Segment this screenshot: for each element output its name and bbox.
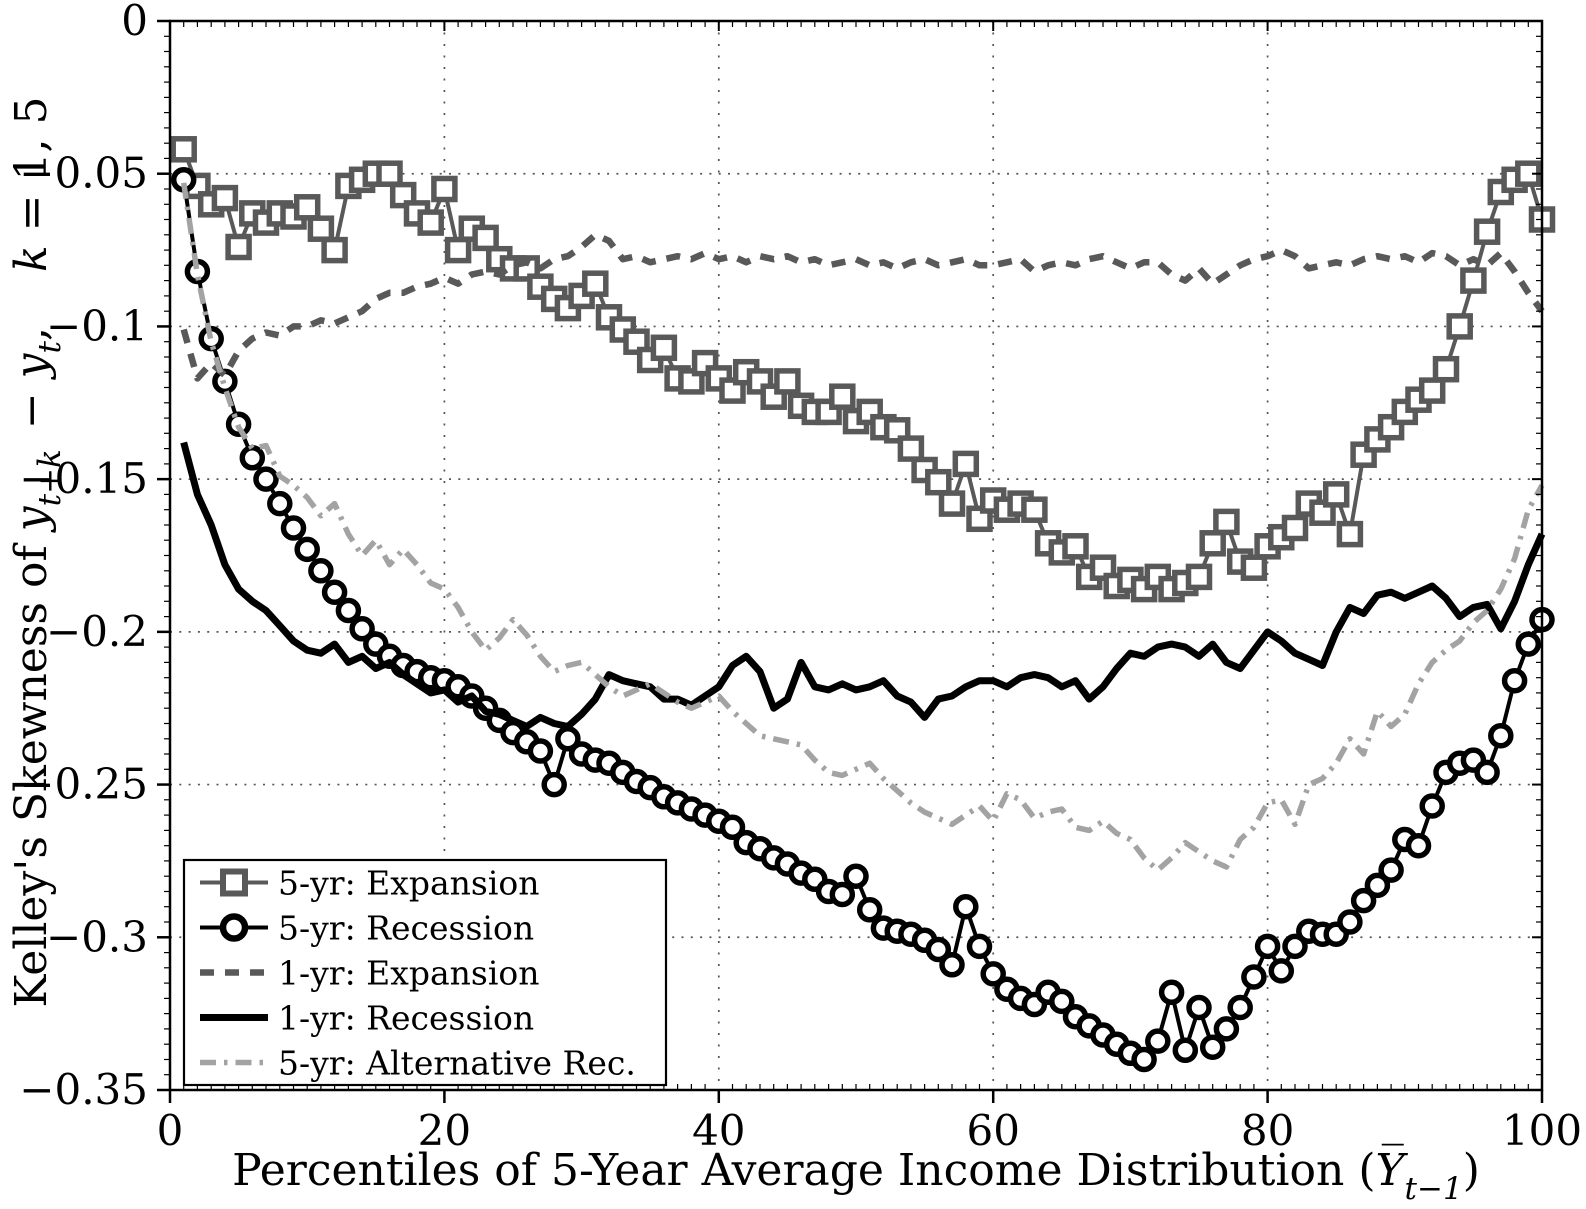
xtick-label-0: 0 bbox=[157, 1106, 184, 1155]
legend-label-1-yr-expansion: 1-yr: Expansion bbox=[278, 954, 540, 993]
ytick-label--0.1: −0.1 bbox=[46, 301, 148, 350]
ytick-label--0.25: −0.25 bbox=[19, 760, 148, 809]
ytick-label-0: 0 bbox=[121, 0, 148, 45]
xtick-label-100: 100 bbox=[1502, 1106, 1582, 1155]
legend: 5-yr: Expansion 5-yr: Recession 1-yr: Expa… bbox=[182, 858, 668, 1087]
ytick-label--0.2: −0.2 bbox=[46, 607, 148, 656]
ytick-label--0.15: −0.15 bbox=[19, 454, 148, 503]
legend-box bbox=[182, 858, 668, 1087]
series-1-yr-recession-line bbox=[180, 441, 1546, 730]
legend-marker-square bbox=[220, 868, 248, 897]
legend-marker-circle bbox=[219, 913, 249, 942]
xtick-label-40: 40 bbox=[692, 1106, 745, 1155]
series-1-yr-expansion-line bbox=[180, 231, 1545, 382]
ytick-label--0.05: −0.05 bbox=[19, 149, 148, 198]
legend-label-5-yr-recession: 5-yr: Recession bbox=[278, 909, 534, 948]
x-axis-label: Percentiles of 5-Year Average Income Dis… bbox=[232, 1143, 1480, 1207]
legend-label-1-yr-recession: 1-yr: Recession bbox=[278, 999, 534, 1038]
ytick-label--0.3: −0.3 bbox=[46, 912, 148, 961]
xtick-label-20: 20 bbox=[418, 1106, 471, 1155]
y-axis-label: Kelley's Skewness of yt+k − yt,k = 1, 5 bbox=[6, 97, 68, 1008]
xtick-label-80: 80 bbox=[1241, 1106, 1294, 1155]
series-5-yr-expansion-markers bbox=[170, 136, 1556, 603]
series-5-yr-alternative-rec-line bbox=[180, 182, 1545, 873]
legend-label-5-yr-alternative-rec: 5-yr: Alternative Rec. bbox=[278, 1044, 636, 1083]
ytick-label--0.35: −0.35 bbox=[19, 1065, 148, 1114]
legend-label-5-yr-expansion: 5-yr: Expansion bbox=[278, 864, 540, 903]
xtick-label-60: 60 bbox=[966, 1106, 1019, 1155]
